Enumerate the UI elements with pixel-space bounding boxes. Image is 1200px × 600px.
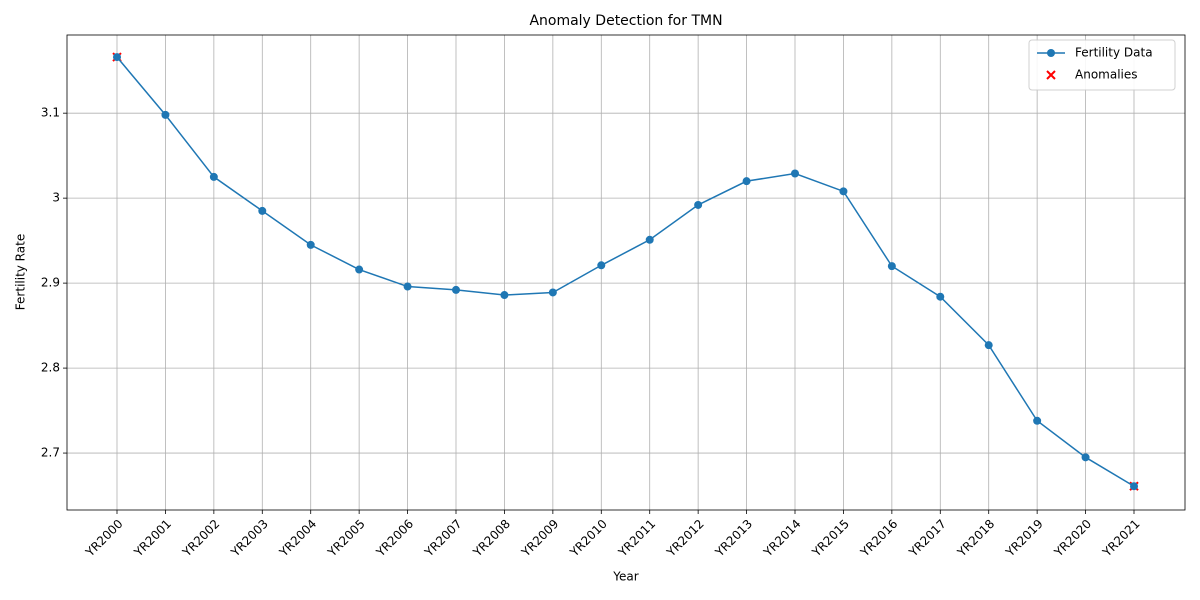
legend-x [1046,70,1056,80]
legend-label: Anomalies [1075,68,1138,82]
point [1130,482,1138,491]
point [984,341,993,350]
point [936,292,945,301]
point [452,285,460,294]
point [839,187,848,196]
legend-label: Fertility Data [1075,46,1153,60]
y-axis-label: Fertility Rate [14,234,28,310]
point [500,291,509,300]
y-tick-label: 2.9 [41,276,60,290]
point [694,200,703,209]
y-tick-label: 2.8 [41,361,60,375]
y-tick-label: 2.7 [41,446,60,460]
point [887,262,896,271]
point [597,261,606,270]
point [791,169,799,178]
point [1033,416,1042,425]
y-tick-label: 3 [52,191,60,205]
line [116,56,1135,487]
x-axis-label: Year [612,570,638,584]
legend-point [1047,49,1055,57]
legend: Fertility Data Anomalies [1028,39,1176,91]
point [742,177,751,186]
y-tick-label: 3.1 [41,106,60,120]
point [258,206,267,215]
legend-box [1028,39,1176,91]
point [403,282,412,291]
point [209,172,218,181]
point [645,235,654,244]
plot-frame [66,34,1186,511]
point [355,265,364,274]
point [548,288,557,297]
point [306,240,315,249]
chart-title: Anomaly Detection for TMN [529,13,722,29]
point [161,110,170,119]
point [1081,453,1090,462]
point [113,53,121,62]
